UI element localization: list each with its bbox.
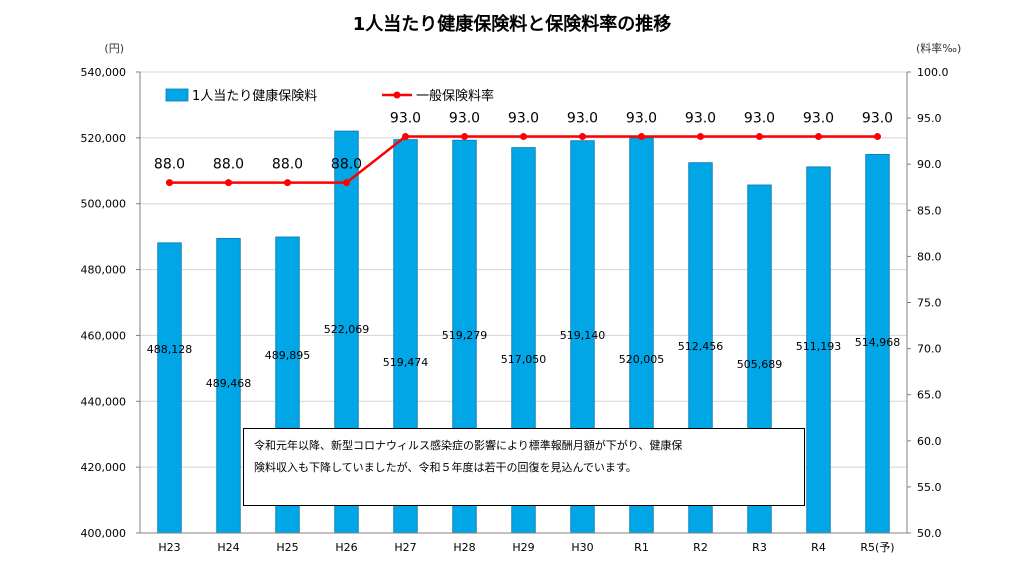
rate-point-R2: [697, 133, 704, 141]
bar-value-label: 514,968: [855, 336, 901, 349]
right-tick-label: 90.0: [917, 158, 942, 171]
right-axis-unit: (料率‰): [916, 41, 961, 55]
right-tick-label: 50.0: [917, 527, 942, 540]
legend: 1人当たり健康保険料 一般保険料率: [165, 88, 494, 104]
rate-label: 88.0: [213, 157, 244, 173]
rate-label: 93.0: [803, 111, 834, 127]
legend-swatch-bar: [165, 88, 189, 102]
rate-point-H29: [520, 133, 527, 141]
rate-label: 93.0: [744, 111, 775, 127]
bar-value-label: 489,895: [265, 349, 311, 362]
x-tick-label: H23: [158, 541, 180, 554]
x-tick-label: H25: [276, 541, 298, 554]
x-tick-label: H29: [512, 541, 534, 554]
rate-point-H28: [461, 133, 468, 141]
right-tick-label: 70.0: [917, 343, 942, 356]
rate-label: 88.0: [272, 157, 303, 173]
bar-value-label: 520,005: [619, 353, 665, 366]
left-tick-label: 420,000: [81, 461, 127, 474]
rate-point-R4: [815, 133, 822, 141]
left-tick-label: 440,000: [81, 395, 127, 408]
bar-series: [157, 130, 890, 534]
right-tick-label: 60.0: [917, 435, 942, 448]
legend-swatch-point: [393, 91, 401, 99]
x-tick-label: R4: [811, 541, 826, 554]
right-tick-label: 80.0: [917, 250, 942, 263]
left-tick-label: 400,000: [81, 527, 127, 540]
x-tick-label: R5(予): [860, 541, 894, 554]
bar-value-label: 488,128: [147, 343, 193, 356]
left-tick-label: 500,000: [81, 198, 127, 211]
rate-point-H25: [284, 179, 291, 187]
rate-label: 93.0: [567, 111, 598, 127]
x-tick-label: R1: [634, 541, 649, 554]
bar-H23: [157, 242, 182, 534]
right-tick-label: 85.0: [917, 204, 942, 217]
rate-label: 88.0: [331, 157, 362, 173]
left-tick-label: 520,000: [81, 132, 127, 145]
bar-value-label: 517,050: [501, 353, 547, 366]
right-tick-label: 55.0: [917, 481, 942, 494]
bar-value-label: 522,069: [324, 323, 370, 336]
rate-point-H26: [343, 179, 350, 187]
right-tick-label: 65.0: [917, 389, 942, 402]
right-tick-label: 75.0: [917, 297, 942, 310]
bar-value-label: 512,456: [678, 340, 724, 353]
x-tick-label: H30: [571, 541, 593, 554]
data-labels: 88.0 88.0 88.0 88.0 93.0 93.0 93.0 93.0 93.0 93.0…: [147, 111, 901, 390]
legend-label-line: 一般保険料率: [416, 88, 494, 104]
bar-value-label: 489,468: [206, 377, 252, 390]
chart-title: 1人当たり健康保険料と保険料率の推移: [353, 13, 672, 35]
line-series: [166, 133, 881, 187]
annotation-box: 令和元年以降、新型コロナウィルス感染症の影響により標準報酬月額が下がり、健康保 …: [243, 428, 805, 506]
annotation-line-2: 険料収入も下降していましたが、令和５年度は若干の回復を見込んでいます。: [254, 461, 637, 474]
legend-label-bar: 1人当たり健康保険料: [192, 88, 317, 104]
left-axis-unit: (円): [104, 42, 124, 55]
bar-value-label: 505,689: [737, 358, 783, 371]
left-tick-label: 480,000: [81, 264, 127, 277]
rate-point-H23: [166, 179, 173, 187]
rate-point-H24: [225, 179, 232, 187]
x-tick-label: R2: [693, 541, 708, 554]
x-tick-label: R3: [752, 541, 767, 554]
rate-label: 93.0: [508, 111, 539, 127]
rate-point-R1: [638, 133, 645, 141]
rate-label: 93.0: [449, 111, 480, 127]
x-tick-label: H27: [394, 541, 416, 554]
x-tick-label: H26: [335, 541, 357, 554]
annotation-line-1: 令和元年以降、新型コロナウィルス感染症の影響により標準報酬月額が下がり、健康保: [254, 439, 683, 452]
rate-label: 93.0: [862, 111, 893, 127]
bar-value-label: 519,140: [560, 329, 606, 342]
left-tick-label: 540,000: [81, 66, 127, 79]
rate-label: 93.0: [390, 111, 421, 127]
rate-point-R5(予): [874, 133, 881, 141]
bar-value-label: 511,193: [796, 340, 842, 353]
x-tick-label: H24: [217, 541, 239, 554]
rate-point-H27: [402, 133, 409, 141]
rate-point-R3: [756, 133, 763, 141]
bar-value-label: 519,279: [442, 329, 488, 342]
rate-label: 93.0: [685, 111, 716, 127]
bar-value-label: 519,474: [383, 356, 429, 369]
rate-label: 88.0: [154, 157, 185, 173]
left-tick-label: 460,000: [81, 329, 127, 342]
rate-label: 93.0: [626, 111, 657, 127]
axes: 400,000 420,000 440,000 460,000 480,000 500,0…: [81, 66, 949, 554]
rate-point-H30: [579, 133, 586, 141]
right-tick-label: 95.0: [917, 112, 942, 125]
x-tick-label: H28: [453, 541, 475, 554]
right-tick-label: 100.0: [917, 66, 949, 79]
